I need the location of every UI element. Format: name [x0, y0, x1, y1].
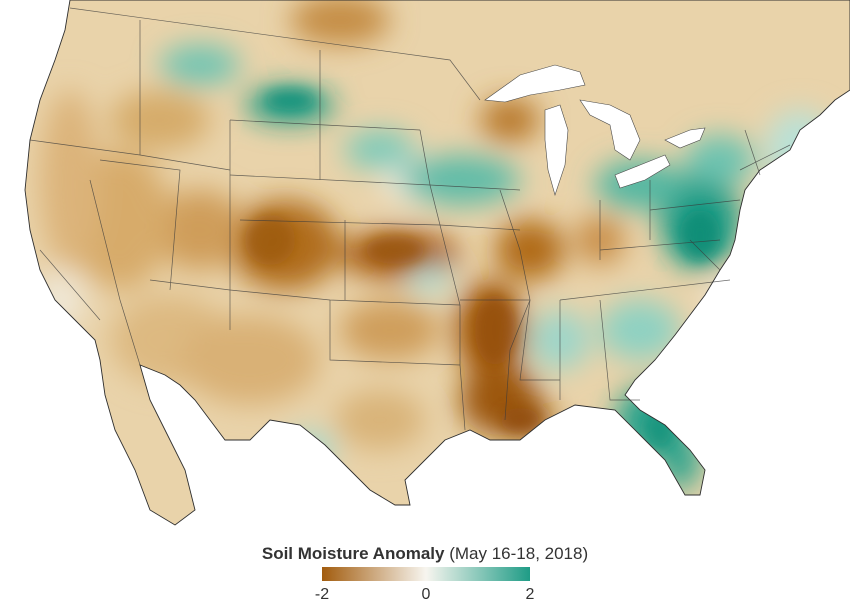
legend-title-date: (May 16-18, 2018)	[449, 544, 589, 563]
legend: Soil Moisture Anomaly (May 16-18, 2018) …	[0, 536, 850, 606]
color-scale-bar	[322, 567, 530, 581]
scale-tick-label: -2	[314, 586, 330, 603]
legend-title: Soil Moisture Anomaly (May 16-18, 2018)	[0, 544, 850, 564]
soil-moisture-map	[24, 0, 850, 526]
legend-title-main: Soil Moisture Anomaly	[261, 544, 445, 563]
great-lakes	[484, 64, 706, 197]
state-borders	[29, 7, 791, 431]
scale-tick-label: 2	[525, 586, 535, 603]
scale-tick-label: 0	[421, 586, 431, 603]
